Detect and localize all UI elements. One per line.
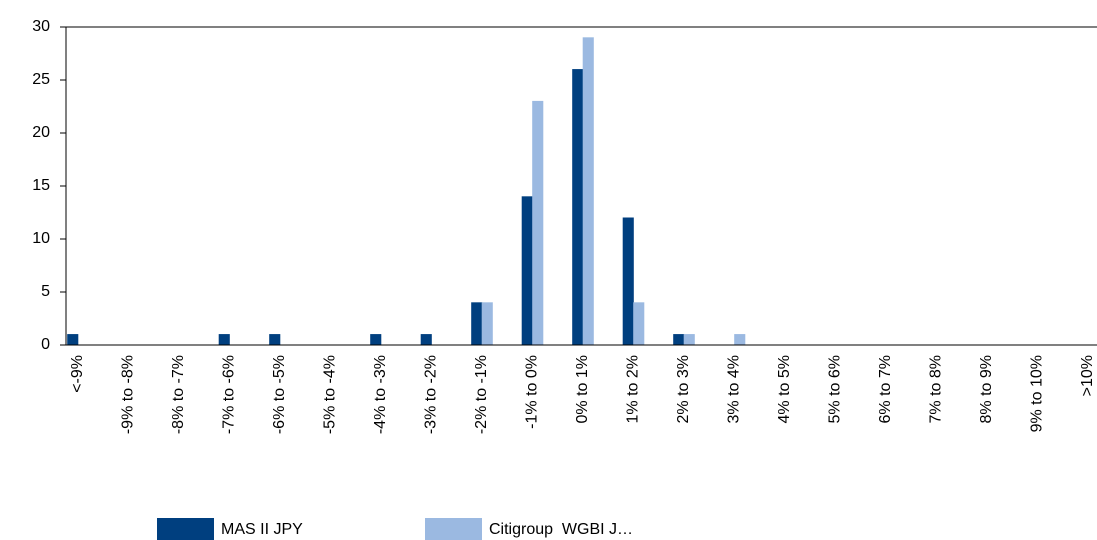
- x-tick-label: >10%: [1079, 355, 1096, 396]
- y-tick-label: 20: [32, 124, 50, 141]
- x-tick-label: <-9%: [69, 355, 86, 393]
- bar: [471, 302, 483, 346]
- bar: [481, 302, 493, 346]
- bar: [673, 334, 685, 346]
- x-tick-label: -1% to 0%: [524, 355, 541, 429]
- bar: [370, 334, 382, 346]
- bar: [734, 334, 746, 346]
- legend-swatch: [425, 518, 482, 540]
- bar: [67, 334, 79, 346]
- legend-label: MAS II JPY: [221, 521, 303, 538]
- x-tick-label: 5% to 6%: [827, 355, 844, 423]
- bar: [622, 217, 634, 346]
- x-tick-label: 7% to 8%: [928, 355, 945, 423]
- x-tick-label: 9% to 10%: [1029, 355, 1046, 432]
- y-tick-label: 25: [32, 71, 50, 88]
- x-tick-label: 4% to 5%: [776, 355, 793, 423]
- y-tick-label: 15: [32, 177, 50, 194]
- y-tick-label: 10: [32, 230, 50, 247]
- bar: [521, 196, 533, 346]
- bar: [683, 334, 695, 346]
- x-tick-label: -8% to -7%: [170, 355, 187, 434]
- x-tick-label: -3% to -2%: [423, 355, 440, 434]
- y-tick-label: 30: [32, 18, 50, 35]
- x-tick-label: 2% to 3%: [675, 355, 692, 423]
- x-tick-label: -9% to -8%: [120, 355, 137, 434]
- x-tick-label: 8% to 9%: [978, 355, 995, 423]
- x-tick-label: -6% to -5%: [271, 355, 288, 434]
- x-tick-label: 1% to 2%: [625, 355, 642, 423]
- x-tick-label: 3% to 4%: [726, 355, 743, 423]
- bar: [269, 334, 281, 346]
- bar: [218, 334, 230, 346]
- x-tick-label: -4% to -3%: [372, 355, 389, 434]
- bar: [532, 100, 544, 346]
- x-tick-label: 6% to 7%: [877, 355, 894, 423]
- legend-label: Citigroup WGBI J…: [489, 521, 633, 538]
- bar: [582, 37, 594, 346]
- x-tick-label: -2% to -1%: [473, 355, 490, 434]
- bar: [420, 334, 432, 346]
- x-tick-label: -7% to -6%: [221, 355, 238, 434]
- legend-swatch: [157, 518, 214, 540]
- bar: [572, 69, 584, 346]
- x-tick-label: 0% to 1%: [574, 355, 591, 423]
- bar: [633, 302, 645, 346]
- x-tick-label: -5% to -4%: [322, 355, 339, 434]
- y-tick-label: 0: [41, 336, 50, 353]
- y-tick-label: 5: [41, 283, 50, 300]
